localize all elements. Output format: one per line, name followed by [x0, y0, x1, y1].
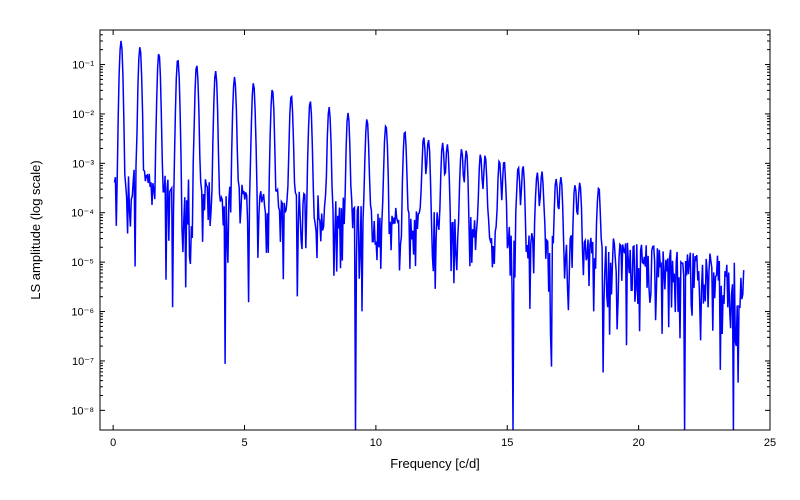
y-tick-label: 10⁻¹ [72, 60, 94, 72]
x-axis-label: Frequency [c/d] [390, 456, 480, 471]
x-tick-label: 0 [110, 437, 116, 449]
x-tick-label: 5 [241, 437, 247, 449]
y-tick-label: 10⁻² [72, 109, 94, 121]
x-tick-label: 10 [370, 437, 382, 449]
y-tick-label: 10⁻⁷ [72, 356, 94, 368]
x-tick-label: 15 [501, 437, 513, 449]
periodogram-chart: 0 5 10 15 20 25 10⁻⁸ 10⁻⁷ 10⁻⁶ 10⁻⁵ 10⁻⁴ 10⁻³ 10⁻² 1… [0, 0, 800, 500]
x-tick-label: 25 [764, 437, 776, 449]
y-tick-label: 10⁻⁴ [71, 208, 94, 220]
chart-container: 0 5 10 15 20 25 10⁻⁸ 10⁻⁷ 10⁻⁶ 10⁻⁵ 10⁻⁴ 10⁻³ 10⁻² 1… [0, 0, 800, 500]
y-tick-label: 10⁻⁶ [71, 307, 94, 319]
y-tick-label: 10⁻³ [72, 158, 94, 170]
y-tick-label: 10⁻⁵ [71, 257, 94, 269]
y-axis-label: LS amplitude (log scale) [28, 160, 43, 299]
y-tick-label: 10⁻⁸ [71, 405, 94, 417]
x-tick-label: 20 [633, 437, 645, 449]
